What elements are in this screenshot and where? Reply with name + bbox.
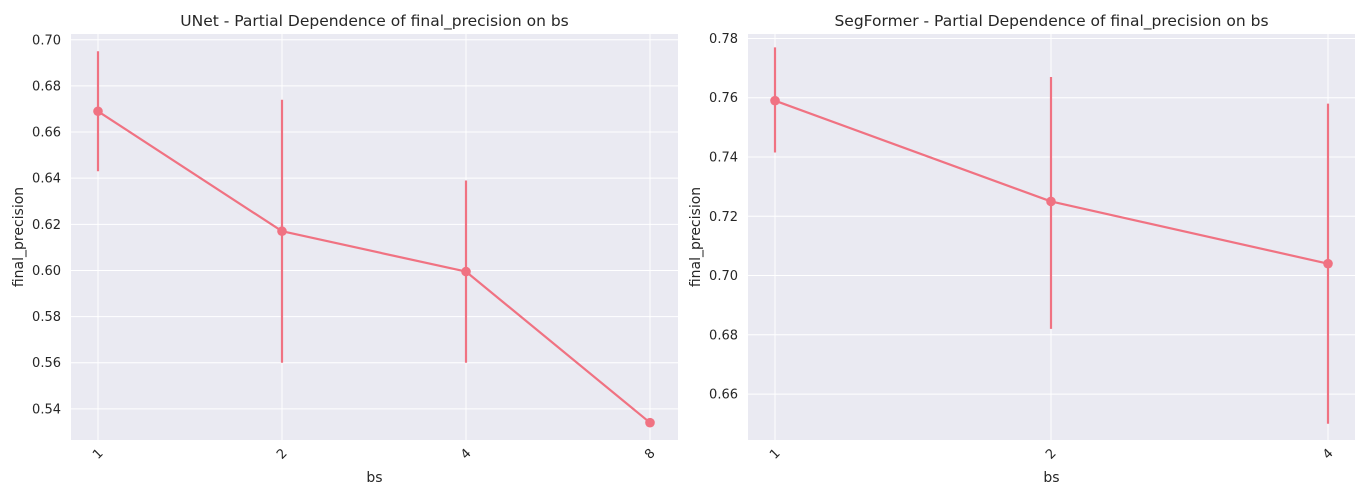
segformer-y-tick-label: 0.74 xyxy=(709,150,738,165)
unet-data-point xyxy=(645,417,655,428)
unet-y-tick-label: 0.56 xyxy=(32,356,61,371)
segformer-x-tick-label: 4 xyxy=(1320,446,1336,462)
unet-chart: UNet - Partial Dependence of final_preci… xyxy=(11,12,678,486)
unet-y-tick-label: 0.66 xyxy=(32,126,61,141)
segformer-x-tick-label: 2 xyxy=(1043,446,1059,462)
unet-plot-area xyxy=(71,34,678,440)
segformer-y-tick-label: 0.66 xyxy=(709,388,738,403)
unet-y-tick-label: 0.60 xyxy=(32,264,61,279)
unet-series-line xyxy=(97,110,651,424)
unet-x-tick-label: 2 xyxy=(274,446,290,462)
segformer-y-tick-label: 0.76 xyxy=(709,91,738,106)
unet-chart-title: UNet - Partial Dependence of final_preci… xyxy=(180,12,569,31)
segformer-data-point xyxy=(1046,196,1056,207)
unet-x-tick-label: 8 xyxy=(642,446,658,462)
unet-y-tick-label: 0.58 xyxy=(32,310,61,325)
segformer-chart: SegFormer - Partial Dependence of final_… xyxy=(688,12,1355,486)
unet-y-tick-label: 0.64 xyxy=(32,172,61,187)
segformer-y-tick-label: 0.68 xyxy=(709,328,738,343)
segformer-y-tick-label: 0.70 xyxy=(709,269,738,284)
unet-data-point xyxy=(461,266,471,277)
unet-data-point xyxy=(277,226,287,237)
unet-y-tick-label: 0.62 xyxy=(32,218,61,233)
segformer-y-axis-label: final_precision xyxy=(688,187,704,287)
unet-x-tick-label: 4 xyxy=(458,446,474,462)
unet-x-axis-label: bs xyxy=(366,470,382,486)
unet-y-axis-label: final_precision xyxy=(11,187,27,287)
unet-y-tick-label: 0.54 xyxy=(32,402,61,417)
segformer-y-tick-label: 0.78 xyxy=(709,32,738,47)
segformer-data-point xyxy=(770,95,780,106)
unet-data-point xyxy=(93,106,103,117)
segformer-chart-title: SegFormer - Partial Dependence of final_… xyxy=(834,12,1268,31)
segformer-x-tick-label: 1 xyxy=(767,446,783,462)
unet-plot-background xyxy=(71,34,678,440)
segformer-y-tick-label: 0.72 xyxy=(709,210,738,225)
unet-y-tick-label: 0.70 xyxy=(32,33,61,48)
segformer-data-point xyxy=(1323,258,1333,269)
segformer-x-axis-label: bs xyxy=(1043,470,1059,486)
unet-x-tick-label: 1 xyxy=(90,446,106,462)
unet-y-tick-label: 0.68 xyxy=(32,79,61,94)
